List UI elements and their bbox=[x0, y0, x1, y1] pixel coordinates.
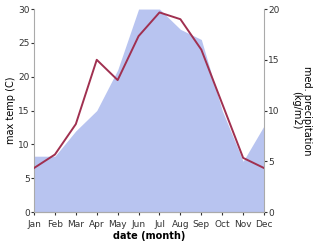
Y-axis label: med. precipitation
(kg/m2): med. precipitation (kg/m2) bbox=[291, 66, 313, 155]
X-axis label: date (month): date (month) bbox=[113, 231, 185, 242]
Y-axis label: max temp (C): max temp (C) bbox=[5, 77, 16, 144]
